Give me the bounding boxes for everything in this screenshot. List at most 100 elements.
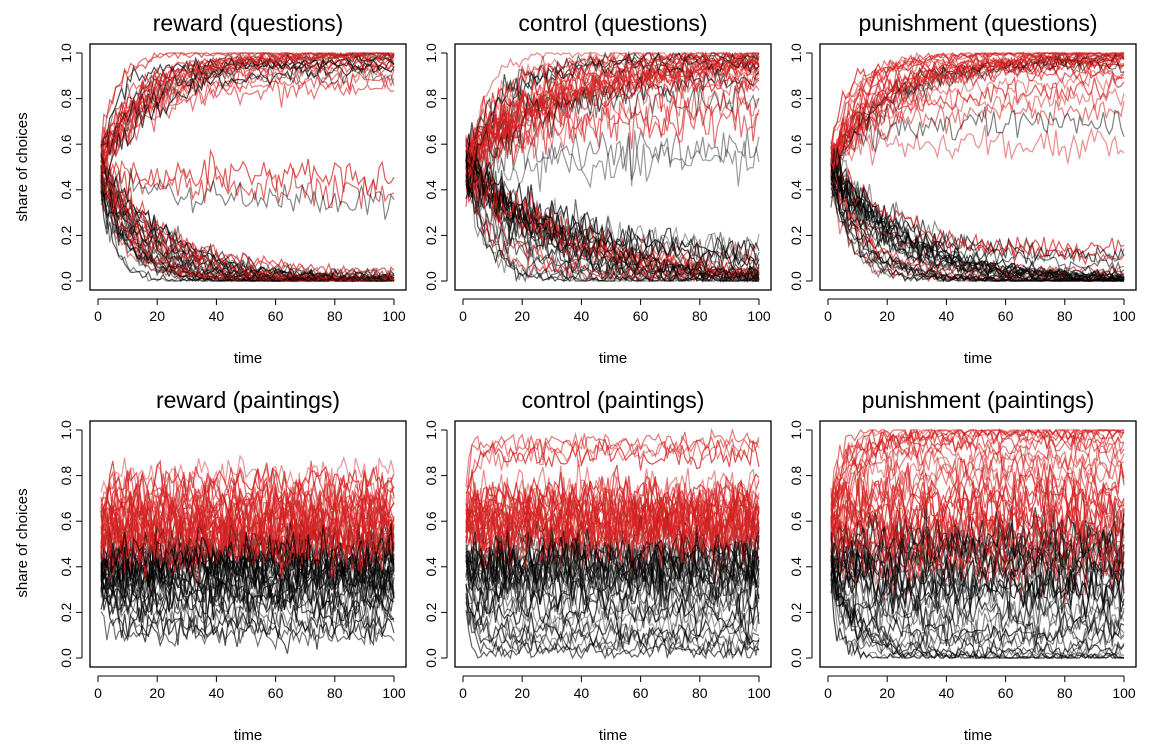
x-tick-label: 0 bbox=[459, 308, 467, 324]
plot-frame bbox=[89, 43, 407, 291]
black-series-line-20 bbox=[465, 583, 760, 643]
x-tick-label: 100 bbox=[382, 685, 406, 701]
y-tick-label: 1.0 bbox=[58, 43, 74, 63]
y-tick-label: 0.0 bbox=[423, 648, 439, 668]
x-tick-label: 80 bbox=[1057, 685, 1073, 701]
plot-frame bbox=[89, 420, 407, 668]
red-series-line-30 bbox=[100, 472, 395, 544]
black-series-line-27 bbox=[830, 184, 1125, 283]
red-series-line-27 bbox=[830, 51, 1125, 154]
plot-frame bbox=[819, 43, 1137, 291]
x-tick-label: 100 bbox=[382, 308, 406, 324]
red-series-line-3 bbox=[465, 52, 760, 161]
red-series-line-5 bbox=[100, 52, 395, 172]
y-tick-label: 0.8 bbox=[788, 466, 804, 486]
red-series-line-5 bbox=[830, 51, 1125, 161]
series-group bbox=[100, 454, 395, 654]
y-tick-label: 0.4 bbox=[423, 180, 439, 200]
x-tick-label: 80 bbox=[692, 308, 708, 324]
red-series-line-2 bbox=[100, 459, 395, 514]
panel-title: reward (paintings) bbox=[156, 387, 340, 413]
series-group bbox=[465, 50, 760, 284]
red-series-line-2 bbox=[830, 429, 1125, 506]
black-series-line-20 bbox=[830, 555, 1125, 653]
red-series-line-15 bbox=[465, 92, 760, 191]
y-tick-label: 0.2 bbox=[788, 225, 804, 245]
black-series-line-25 bbox=[830, 175, 1125, 283]
y-tick-label: 0.8 bbox=[58, 89, 74, 109]
red-series-line-16 bbox=[100, 160, 395, 282]
x-tick-label: 20 bbox=[879, 685, 895, 701]
red-series-line-17 bbox=[830, 467, 1125, 533]
x-tick-label: 40 bbox=[939, 685, 955, 701]
black-series-line-29 bbox=[830, 508, 1125, 582]
black-series-line-19 bbox=[465, 584, 760, 645]
x-tick-label: 40 bbox=[209, 308, 225, 324]
black-series-line-21 bbox=[465, 80, 760, 162]
red-series-line-9 bbox=[830, 51, 1125, 174]
y-tick-label: 0.8 bbox=[423, 89, 439, 109]
y-tick-label: 0.2 bbox=[58, 225, 74, 245]
black-series-line-28 bbox=[465, 183, 759, 283]
x-tick-label: 100 bbox=[1112, 685, 1136, 701]
black-series-line-22 bbox=[830, 51, 1125, 178]
x-tick-label: 40 bbox=[574, 685, 590, 701]
black-series-line-4 bbox=[465, 149, 760, 283]
black-series-line-16 bbox=[830, 173, 1125, 282]
black-series-line-8 bbox=[830, 548, 1125, 599]
x-tick-label: 0 bbox=[824, 685, 832, 701]
panel-2: control (questions) 0 20 40 60 80 100 time 0.0 0.… bbox=[423, 10, 772, 367]
x-axis-label: time bbox=[234, 350, 262, 367]
red-series-line-1 bbox=[830, 428, 1124, 519]
red-series-line-9 bbox=[830, 435, 1125, 512]
y-tick-label: 0.2 bbox=[423, 602, 439, 622]
x-tick-label: 60 bbox=[633, 685, 649, 701]
plot-frame bbox=[819, 420, 1137, 668]
black-series-line-28 bbox=[100, 611, 395, 651]
black-series-line-20 bbox=[465, 68, 760, 173]
black-series-line-22 bbox=[465, 602, 760, 647]
black-series-line-21 bbox=[830, 574, 1125, 655]
panel-6: punishment (paintings) 0 20 40 60 80 100 time 0.… bbox=[788, 387, 1137, 744]
black-series-line-18 bbox=[830, 560, 1125, 647]
x-tick-label: 0 bbox=[94, 685, 102, 701]
red-series-line-28 bbox=[100, 502, 395, 585]
black-series-line-19 bbox=[830, 106, 1125, 175]
y-tick-label: 0.8 bbox=[423, 466, 439, 486]
red-series-line-20 bbox=[830, 152, 1125, 266]
x-tick-label: 40 bbox=[574, 308, 590, 324]
black-series-line-3 bbox=[465, 157, 760, 283]
red-series-line-4 bbox=[100, 472, 395, 524]
red-series-line-14 bbox=[830, 66, 1125, 170]
y-tick-label: 0.6 bbox=[788, 511, 804, 531]
red-series-line-3 bbox=[100, 460, 395, 516]
x-tick-label: 20 bbox=[514, 308, 530, 324]
red-series-line-4 bbox=[465, 53, 760, 190]
series-group bbox=[465, 427, 760, 660]
y-tick-label: 0.4 bbox=[788, 557, 804, 577]
black-series-line-22 bbox=[100, 566, 395, 633]
red-series-line-16 bbox=[100, 500, 395, 564]
x-tick-label: 80 bbox=[1057, 308, 1073, 324]
black-series-line-20 bbox=[830, 54, 1125, 169]
x-tick-label: 80 bbox=[692, 685, 708, 701]
black-series-line-12 bbox=[100, 187, 395, 282]
y-tick-label: 0.4 bbox=[423, 557, 439, 577]
y-tick-label: 1.0 bbox=[423, 420, 439, 440]
red-series-line-4 bbox=[465, 438, 760, 495]
black-series-line-29 bbox=[100, 523, 395, 599]
red-series-line-26 bbox=[830, 520, 1125, 582]
panel-3: punishment (questions) 0 20 40 60 80 100 time 0.… bbox=[788, 10, 1137, 367]
red-series-line-6 bbox=[830, 429, 1125, 524]
x-tick-label: 40 bbox=[939, 308, 955, 324]
black-series-line-26 bbox=[830, 578, 1125, 660]
black-series-line-22 bbox=[830, 573, 1125, 656]
series-group bbox=[100, 51, 395, 283]
black-series-line-6 bbox=[830, 146, 1125, 282]
black-series-line-12 bbox=[100, 538, 395, 611]
y-tick-label: 0.8 bbox=[58, 466, 74, 486]
x-axis-label: time bbox=[234, 727, 262, 744]
black-series-line-10 bbox=[465, 541, 760, 604]
x-axis-label: time bbox=[599, 727, 627, 744]
